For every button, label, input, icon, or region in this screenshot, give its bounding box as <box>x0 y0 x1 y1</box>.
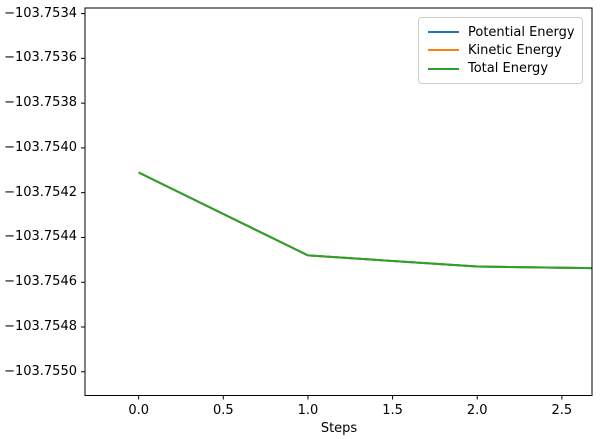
y-tick-label: −103.7548 <box>4 318 77 334</box>
y-tick-label: −103.7550 <box>4 363 77 379</box>
series-line-total-energy <box>138 171 592 270</box>
legend-line-swatch <box>428 67 459 70</box>
legend-entry-label: Potential Energy <box>468 24 575 40</box>
y-tick-label: −103.7536 <box>4 50 77 66</box>
y-tick-label: −103.7540 <box>4 139 77 155</box>
legend-entry-label: Total Energy <box>468 61 549 77</box>
series-line-potential-energy <box>138 171 592 270</box>
x-tick-label: 0.5 <box>212 403 234 418</box>
y-tick-label: −103.7538 <box>4 95 77 111</box>
x-tick-label: 1.0 <box>297 403 319 418</box>
x-tick-label: 2.0 <box>466 403 488 418</box>
plot-box-spines <box>84 7 593 396</box>
legend-entry: Total Energy <box>428 60 573 78</box>
x-tick-label: 2.5 <box>551 403 573 418</box>
x-tick-label: 1.5 <box>382 403 403 418</box>
y-tick-label: −103.7534 <box>4 5 77 21</box>
legend: Potential Energy Kinetic Energy Total Ener… <box>418 17 583 84</box>
y-tick-label: −103.7544 <box>4 229 77 245</box>
series-line-kinetic-energy <box>138 171 592 270</box>
legend-entry: Potential Energy <box>428 23 575 41</box>
x-axis-label: Steps <box>320 421 358 436</box>
legend-entry: Kinetic Energy <box>428 41 573 59</box>
legend-line-swatch <box>428 31 459 34</box>
y-tick-label: −103.7546 <box>4 274 77 290</box>
x-tick-label: 0.0 <box>128 403 149 418</box>
y-tick-label: −103.7542 <box>4 184 77 200</box>
legend-entry-label: Kinetic Energy <box>468 42 562 58</box>
legend-line-swatch <box>428 49 459 52</box>
